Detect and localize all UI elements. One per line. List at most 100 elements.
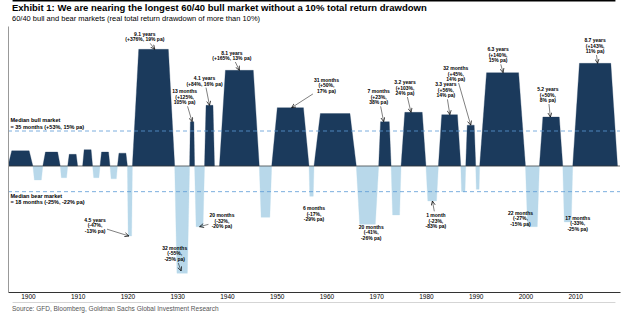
annotation-line: 24% pa) — [396, 90, 415, 96]
segment-area — [426, 166, 438, 201]
segment-area — [539, 117, 562, 166]
annotation-line: 14% pa) — [446, 76, 465, 82]
annotation: 8.7 years(+143%,11% pa) — [584, 37, 606, 54]
annotation-line: 8% pa) — [540, 97, 556, 103]
segment-area — [117, 153, 127, 166]
annotation-line: -26% pa) — [361, 235, 382, 241]
annotation-line: 11% pa) — [586, 48, 605, 54]
annotation: 32 months(+45%,14% pa) — [443, 65, 468, 82]
annotation: 4.1 years(+84%, 16% pa) — [186, 75, 223, 87]
x-tick-label: 1950 — [270, 293, 285, 300]
median-label-line: Median bear market — [11, 193, 63, 199]
segment-area — [401, 112, 426, 166]
annotation: 7 months(+23%,38% pa) — [368, 88, 390, 105]
segment-area — [132, 49, 174, 166]
annotation-arrow — [459, 83, 471, 125]
source: Source: GFD, Bloomberg, Goldman Sachs Gl… — [12, 305, 219, 313]
text-layer: Median bull market= 35 months (+53%, 15%… — [11, 31, 607, 262]
segment-area — [219, 70, 259, 166]
annotation: 3.3 years(+56%,14% pa) — [435, 81, 457, 98]
segment-area — [110, 166, 117, 179]
annotation-line: -13% pa) — [85, 228, 106, 234]
segment-area — [563, 166, 573, 222]
series-group — [8, 49, 618, 166]
annotation-line: (+165%, 13% pa) — [212, 55, 251, 61]
annotation-arrow — [549, 104, 550, 117]
chart-container: Exhibit 1: We are nearing the longest 60… — [0, 0, 628, 315]
x-tick: 1990 — [469, 292, 484, 300]
zero-line — [8, 166, 620, 167]
median-line — [8, 191, 620, 192]
annotation: 32 months(-55%,-25% pa) — [162, 245, 187, 262]
x-tick-label: 1990 — [469, 293, 484, 300]
annotation-arrow — [178, 263, 181, 271]
annotation-arrow — [200, 224, 209, 226]
annotation-arrow — [206, 88, 209, 106]
annotation: 17 months(-33%,-25% pa) — [565, 215, 590, 232]
segment-area — [272, 108, 309, 166]
segment-area — [195, 166, 205, 227]
annotation-arrow — [150, 43, 155, 49]
segment-area — [93, 166, 100, 178]
median-label-line: = 18 months (-25%, -22% pa) — [11, 199, 85, 205]
plot-area — [8, 49, 620, 273]
annotation-line: -25% pa) — [567, 226, 588, 232]
annotation: 5.2 years(+50%,8% pa) — [537, 86, 559, 103]
x-tick-label: 2010 — [568, 293, 583, 300]
annotation-arrow — [235, 62, 239, 70]
annotation-line: 105% pa) — [174, 99, 196, 105]
annotation-arrow — [596, 55, 597, 63]
annotation-line: (+376%, 19% pa) — [125, 36, 164, 42]
reference-lines — [8, 131, 620, 192]
segment-area — [205, 105, 215, 166]
x-tick: 2000 — [519, 292, 534, 300]
segment-area — [314, 114, 356, 167]
annotation: 22 months(-27%,-15% pa) — [508, 210, 533, 227]
x-tick: 2010 — [568, 292, 583, 300]
annotation: 20 months(-41%,-26% pa) — [359, 224, 384, 241]
x-tick-label: 1970 — [369, 293, 384, 300]
x-tick: 1960 — [320, 292, 335, 300]
segment-area — [190, 122, 195, 166]
title: Exhibit 1: We are nearing the longest 60… — [12, 2, 427, 13]
annotation-line: 38% pa) — [369, 99, 388, 105]
annotation-arrow — [501, 64, 503, 72]
x-tick-label: 1900 — [21, 293, 36, 300]
subtitle: 60/40 bull and bear markets (real total … — [12, 14, 261, 23]
x-tick: 1920 — [121, 292, 136, 300]
segment-area — [379, 122, 391, 166]
segment-area — [476, 166, 480, 189]
annotation-line: (+84%, 16% pa) — [186, 81, 223, 87]
annotation-line: -25% pa) — [164, 256, 185, 262]
x-tick-label: 1980 — [419, 293, 434, 300]
annotation: 20 months(-32%,-20% pa) — [209, 212, 234, 229]
segment-area — [83, 150, 93, 166]
x-tick: 1940 — [220, 292, 235, 300]
annotation: 13 months(+125%,105% pa) — [172, 88, 197, 105]
median-label-line: Median bull market — [11, 117, 61, 123]
annotation: 31 months(+50%,17% pa) — [314, 77, 339, 94]
annotation-arrows — [107, 43, 598, 271]
x-tick-label: 1940 — [220, 293, 235, 300]
x-tick: 1910 — [71, 292, 86, 300]
annotation: 6 months(-17%,-29% pa) — [303, 205, 325, 222]
x-axis: 1900 1910 1920 1930 1940 1950 1960 1970 1980 1990… — [9, 292, 621, 300]
annotation: 4.5 years(-47%,-13% pa) — [84, 217, 106, 234]
x-tick-label: 1930 — [170, 293, 185, 300]
series-group — [33, 166, 573, 273]
annotation: 9.1 years(+376%, 19% pa) — [125, 31, 164, 43]
annotation-line: -29% pa) — [304, 216, 325, 222]
x-tick: 1970 — [369, 292, 384, 300]
x-tick: 1980 — [419, 292, 434, 300]
segment-area — [100, 152, 110, 166]
segment-area — [461, 166, 466, 192]
annotation-arrow — [107, 229, 129, 236]
segment-area — [573, 63, 618, 166]
segment-area — [8, 151, 33, 166]
annotation-arrow — [292, 94, 313, 108]
annotation-line: -20% pa) — [212, 223, 233, 229]
x-tick-label: 1910 — [71, 293, 86, 300]
segment-area — [391, 166, 401, 215]
x-tick-label: 2000 — [519, 293, 534, 300]
segment-area — [43, 152, 60, 166]
